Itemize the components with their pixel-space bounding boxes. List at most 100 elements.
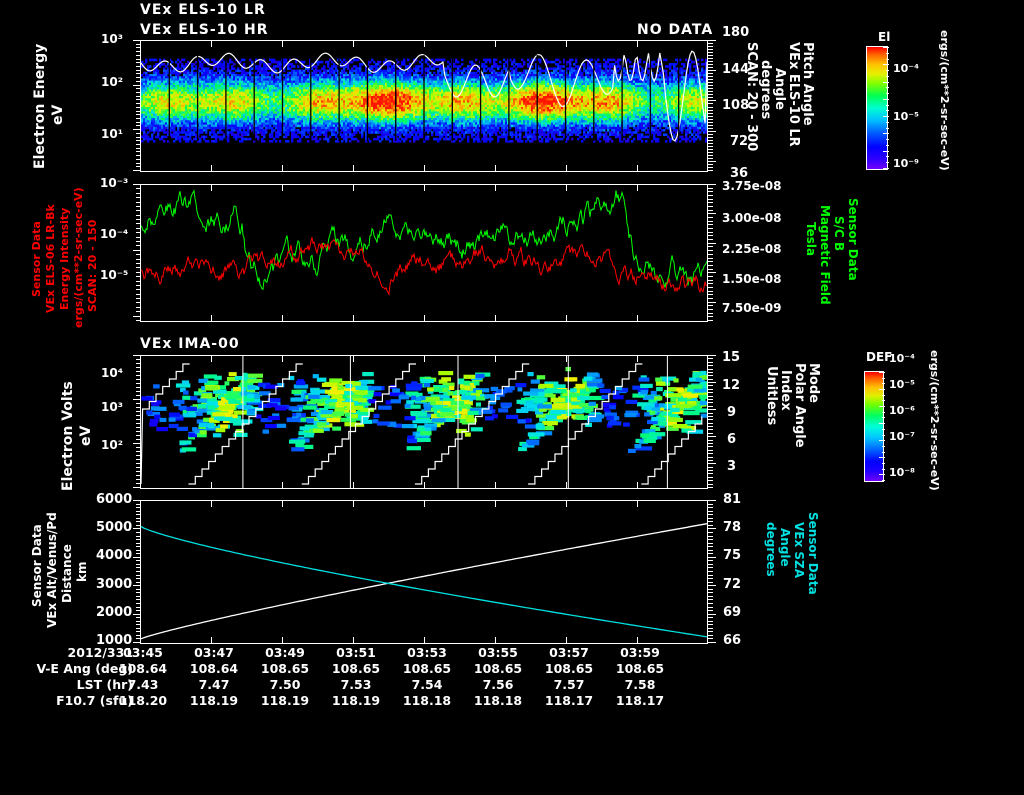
panel1-y2-title-degrees: degrees xyxy=(758,60,773,120)
footer-row-label-1: V-E Ang (deg) xyxy=(36,661,133,676)
panel4-y2tick-2: 75 xyxy=(723,548,742,563)
panel2-left-minor-ticks xyxy=(133,184,141,322)
panel3-plot-area[interactable] xyxy=(140,355,708,489)
panel1-title-lr: VEx ELS-10 LR xyxy=(140,2,266,18)
panel2-label-scan: SCAN: 20 - 150 xyxy=(86,219,99,312)
panel1-y2-title-instrument: VEx ELS-10 LR xyxy=(786,42,801,147)
panel2-label-sensor-data: Sensor Data xyxy=(30,221,43,297)
colorbar2-tick-2: 10⁻⁶ xyxy=(889,404,915,417)
footer-cell-r3-c1: 118.19 xyxy=(189,693,239,708)
panel1-ytick-2: 10¹ xyxy=(101,127,123,141)
colorbar2-gradient[interactable] xyxy=(864,371,885,482)
panel4-left-minor-ticks xyxy=(133,500,141,644)
footer-cell-r0-c4: 03:53 xyxy=(407,645,447,660)
panel2-plot-area[interactable] xyxy=(140,184,708,322)
colorbar2-tick-0: 10⁻⁴ xyxy=(889,352,915,365)
panel4-label-sensor-data: Sensor Data xyxy=(30,524,44,607)
panel3-right-minor-ticks xyxy=(708,355,717,489)
panel2-label-units: ergs/(cm**2-sr-sec-eV) xyxy=(72,187,85,328)
footer-cell-r2-c1: 7.47 xyxy=(198,677,230,692)
panel2-ytick-0: 10⁻³ xyxy=(100,176,129,190)
footer-cell-r2-c7: 7.58 xyxy=(624,677,656,692)
panel2-y2-label-scb: S/C B xyxy=(832,216,846,252)
panel4-plot-area[interactable] xyxy=(140,500,708,644)
panel2-y2-label-sensor-data: Sensor Data xyxy=(846,198,860,281)
colorbar1-gradient[interactable] xyxy=(866,46,889,170)
panel2-y2-label-magfield: Magnetic Field xyxy=(818,205,832,305)
panel1-right-minor-ticks xyxy=(708,40,717,172)
panel2-right-minor-ticks xyxy=(708,184,717,322)
footer-row-label-0: 2012/331 xyxy=(67,645,133,660)
panel3-ytick-2: 10² xyxy=(101,438,123,452)
panel1-y2tick-0: 180 xyxy=(722,25,750,40)
colorbar1-tick-1: 10⁻⁵ xyxy=(893,110,919,123)
panel1-y2tick-4: 36 xyxy=(730,166,749,181)
panel1-ytick-0: 10³ xyxy=(101,32,123,46)
footer-cell-r3-c4: 118.18 xyxy=(402,693,452,708)
footer-cell-r2-c0: 7.43 xyxy=(127,677,159,692)
panel1-no-data: NO DATA xyxy=(637,22,714,38)
panel2-y2tick-1: 3.00e-08 xyxy=(722,211,782,225)
panel3-y2tick-1: 12 xyxy=(722,378,741,393)
colorbar1-tick-2: 10⁻⁹ xyxy=(893,157,919,170)
panel4-y2-label-angle: Angle xyxy=(778,528,792,567)
colorbar2-title: DEF xyxy=(866,350,893,364)
footer-cell-r2-c3: 7.53 xyxy=(340,677,372,692)
footer-cell-r3-c7: 118.17 xyxy=(615,693,665,708)
footer-cell-r2-c2: 7.50 xyxy=(269,677,301,692)
panel4-ytick-4: 2000 xyxy=(96,605,133,620)
footer-cell-r3-c2: 118.19 xyxy=(260,693,310,708)
panel2-y2tick-4: 7.50e-09 xyxy=(722,301,782,315)
footer-cell-r3-c3: 118.19 xyxy=(331,693,381,708)
panel3-y2tick-2: 9 xyxy=(727,405,737,420)
panel1-y2-title-pitch: Pitch Angle xyxy=(800,42,815,126)
panel3-ytick-0: 10⁴ xyxy=(101,366,123,380)
footer-cell-r0-c0: 03:45 xyxy=(123,645,163,660)
footer-row-label-2: LST (hr) xyxy=(76,677,133,692)
panel3-ytick-1: 10³ xyxy=(101,400,123,414)
colorbar1-title: El xyxy=(878,30,891,44)
footer-cell-r0-c3: 03:51 xyxy=(336,645,376,660)
panel3-ion-spectrogram xyxy=(141,356,707,488)
panel4-ytick-5: 1000 xyxy=(96,633,133,648)
panel4-altitude-sza xyxy=(141,501,707,643)
panel3-y-axis-units: eV xyxy=(78,425,94,446)
panel4-y2tick-1: 78 xyxy=(723,520,742,535)
footer-cell-r1-c0: 108.64 xyxy=(118,661,168,676)
panel1-spectrogram xyxy=(141,41,707,171)
colorbar1-units: ergs/(cm**2-sr-sec-eV) xyxy=(938,30,951,171)
panel3-title: VEx IMA-00 xyxy=(140,336,240,352)
footer-cell-r2-c6: 7.57 xyxy=(553,677,585,692)
plot-root: VEx ELS-10 LR VEx ELS-10 HR NO DATA Elec… xyxy=(0,2,1024,708)
footer-cell-r1-c6: 108.65 xyxy=(544,661,594,676)
panel1-ytick-1: 10² xyxy=(101,75,123,89)
panel2-y2-label-tesla: Tesla xyxy=(804,222,818,257)
panel2-label-instrument: VEx ELS-06 LR-Bk xyxy=(44,204,57,313)
footer-cell-r3-c0: 118.20 xyxy=(118,693,168,708)
footer-cell-r3-c5: 118.18 xyxy=(473,693,523,708)
panel3-y2-label-unitless: Unitless xyxy=(764,366,779,426)
panel3-y2tick-0: 15 xyxy=(722,350,741,365)
panel4-ytick-1: 5000 xyxy=(96,520,133,535)
panel3-y2tick-4: 3 xyxy=(727,459,737,474)
panel1-y2tick-1: 144 xyxy=(722,62,750,77)
panel2-y2tick-2: 2.25e-08 xyxy=(722,242,782,256)
panel2-y2tick-3: 1.50e-08 xyxy=(722,272,782,286)
panel3-left-minor-ticks xyxy=(133,355,141,489)
panel4-label-km: km xyxy=(75,561,89,582)
footer-row-label-3: F10.7 (sfu) xyxy=(56,693,133,708)
panel4-label-distance: Distance xyxy=(60,544,74,603)
panel1-y-axis-title: Electron Energy xyxy=(32,43,48,169)
footer-data-table: 2012/331 V-E Ang (deg) LST (hr) F10.7 (s… xyxy=(0,645,1024,708)
colorbar1-tick-0: 10⁻⁴ xyxy=(893,62,919,75)
panel1-y-axis-units: eV xyxy=(50,104,66,125)
footer-cell-r1-c7: 108.65 xyxy=(615,661,665,676)
panel4-y2tick-4: 69 xyxy=(723,605,742,620)
panel2-ytick-1: 10⁻⁴ xyxy=(100,227,129,241)
footer-cell-r3-c6: 118.17 xyxy=(544,693,594,708)
footer-cell-r0-c6: 03:57 xyxy=(549,645,589,660)
panel4-y2tick-5: 66 xyxy=(723,633,742,648)
panel1-plot-area[interactable] xyxy=(140,40,708,172)
panel3-y2-label-mode: Mode xyxy=(806,363,821,403)
colorbar2-tick-3: 10⁻⁷ xyxy=(889,430,915,443)
